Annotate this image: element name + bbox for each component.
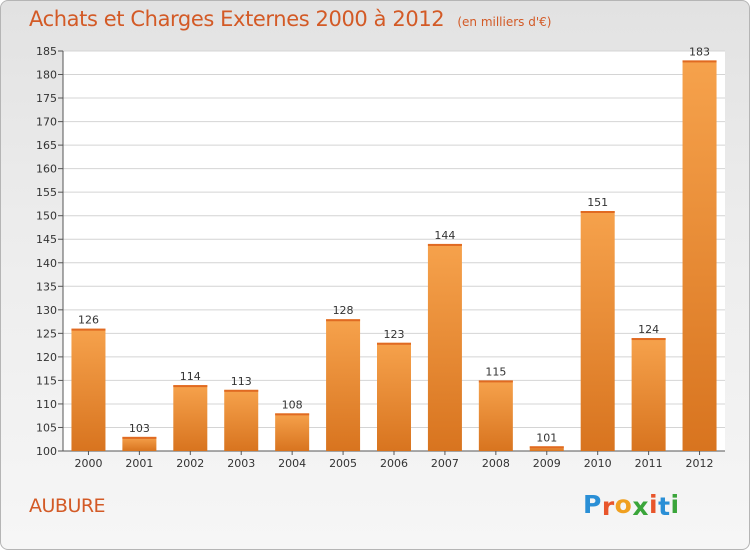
y-tick-label: 180 [36,69,57,82]
x-tick-label: 2005 [329,457,357,470]
x-tick-label: 2003 [227,457,255,470]
chart-unit: (en milliers d'€) [457,15,552,29]
commune-name: AUBURE [29,495,106,517]
y-tick-label: 175 [36,92,57,105]
x-tick-label: 2004 [278,457,306,470]
x-tick-label: 2010 [584,457,612,470]
bar [71,328,106,451]
bar-top-edge [71,328,106,331]
data-label: 144 [434,229,455,242]
x-tick-label: 2007 [431,457,459,470]
y-tick-label: 155 [36,186,57,199]
y-tick-label: 125 [36,327,57,340]
x-tick-label: 2000 [74,457,102,470]
brand-letter: t [658,492,671,521]
chart-header: Achats et Charges Externes 2000 à 2012 (… [29,7,551,31]
data-label: 114 [180,370,201,383]
x-tick-label: 2002 [176,457,204,470]
brand-letter: P [583,490,602,519]
bar [275,413,310,451]
bar-top-edge [631,338,666,341]
bar-top-edge [580,211,615,213]
bar-top-edge [326,319,361,322]
data-label: 101 [536,431,557,444]
brand-letter: r [601,492,615,521]
bar-top-edge [427,243,462,246]
data-label: 124 [638,323,659,336]
x-tick-label: 2006 [380,457,408,470]
y-tick-label: 105 [36,421,57,434]
bar-top-edge [478,380,513,383]
data-label: 123 [384,328,405,341]
bar [580,211,615,451]
bar [682,60,717,451]
data-label: 115 [485,365,506,378]
bar-top-edge [224,389,259,392]
bar [478,380,513,451]
y-tick-label: 130 [36,304,57,317]
y-tick-label: 115 [36,374,57,387]
y-tick-label: 170 [36,116,57,129]
bar [631,338,666,451]
y-tick-label: 110 [36,398,57,411]
brand-letter: x [632,492,649,521]
bar [173,385,208,451]
brand-letter: i [670,490,680,519]
bar [377,342,411,451]
chart-title: Achats et Charges Externes 2000 à 2012 [29,7,445,31]
bar [326,319,361,451]
x-tick-label: 2001 [125,457,153,470]
data-label: 151 [587,196,608,209]
x-tick-label: 2011 [635,457,663,470]
bar-top-edge [377,342,411,345]
y-tick-label: 100 [36,445,57,458]
y-tick-label: 150 [36,210,57,223]
data-label: 126 [78,314,99,327]
brand-logo: Proxiti [583,490,680,521]
y-tick-label: 135 [36,280,57,293]
y-tick-label: 145 [36,233,57,246]
bar [224,389,259,451]
x-tick-label: 2012 [686,457,714,470]
bar [122,436,157,451]
brand-letter: o [614,490,633,519]
y-tick-label: 140 [36,257,57,270]
data-label: 108 [282,398,303,411]
y-tick-label: 185 [36,45,57,58]
x-tick-label: 2009 [533,457,561,470]
x-tick-label: 2008 [482,457,510,470]
bar-top-edge [173,385,208,388]
y-tick-label: 120 [36,351,57,364]
y-tick-label: 160 [36,163,57,176]
data-label: 113 [231,375,252,388]
bar-top-edge [682,60,717,63]
bar-top-edge [122,436,157,439]
data-label: 128 [333,304,354,317]
y-tick-label: 165 [36,139,57,152]
brand-letter: i [649,490,659,519]
bar-top-edge [275,413,310,416]
bar [529,446,564,451]
data-label: 183 [689,45,710,58]
data-label: 103 [129,422,150,435]
bar-top-edge [529,446,564,449]
bar [427,243,462,451]
